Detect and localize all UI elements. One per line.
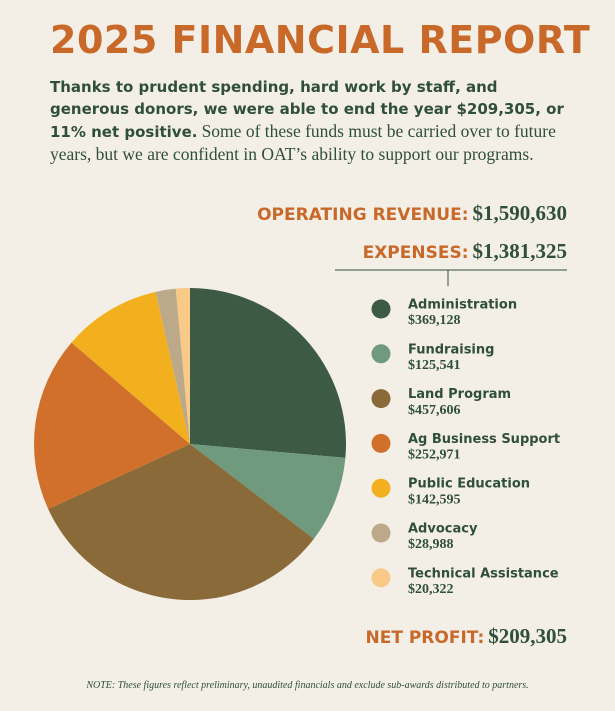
legend-swatch: [371, 568, 391, 588]
pie-slice: [190, 444, 346, 539]
pie-slice: [190, 288, 346, 458]
legend-swatch: [371, 433, 391, 453]
net-profit-label: NET PROFIT:: [365, 628, 485, 648]
legend-label: Ag Business Support: [408, 432, 560, 447]
legend-swatch: [371, 523, 391, 543]
legend-value: $457,606: [408, 403, 461, 418]
legend-label: Advocacy: [408, 522, 478, 537]
legend-value: $20,322: [408, 582, 454, 597]
net-profit-value: $209,305: [488, 624, 567, 648]
legend-label: Technical Assistance: [408, 566, 559, 581]
legend-label: Fundraising: [408, 342, 494, 357]
legend-swatch: [371, 299, 391, 319]
pie-slice: [34, 342, 190, 510]
pie-slice: [71, 291, 190, 444]
revenue-row: OPERATING REVENUE: $1,590,630: [257, 201, 567, 226]
intro-regular: Some of these funds must be carried over…: [50, 121, 556, 164]
legend-value: $142,595: [408, 492, 461, 507]
legend-value: $125,541: [408, 358, 461, 373]
legend-value: $369,128: [408, 313, 461, 328]
intro: Thanks to prudent spending, hard work by…: [50, 76, 580, 166]
intro-bold: Thanks to prudent spending, hard work by…: [50, 78, 564, 141]
revenue-value: $1,590,630: [472, 201, 568, 225]
expenses-row: EXPENSES: $1,381,325: [363, 239, 567, 264]
legend-label: Land Program: [408, 387, 511, 402]
expenses-label: EXPENSES:: [362, 243, 469, 263]
legend-value: $28,988: [408, 537, 454, 552]
note: NOTE: These figures reflect preliminary,…: [86, 680, 529, 691]
pie-slice: [155, 288, 190, 444]
revenue-label: OPERATING REVENUE:: [257, 205, 469, 225]
legend-value: $252,971: [408, 448, 461, 463]
title: 2025 FINANCIAL REPORT: [50, 18, 591, 62]
legend-swatch: [371, 478, 391, 498]
legend-swatch: [371, 344, 391, 364]
net-profit-row: NET PROFIT: $209,305: [365, 624, 567, 649]
legend-label: Public Education: [408, 477, 530, 492]
expenses-value: $1,381,325: [472, 239, 568, 263]
legend-swatch: [371, 389, 391, 409]
legend-label: Administration: [408, 298, 517, 313]
pie-slice: [48, 444, 314, 600]
pie-slice: [175, 288, 190, 444]
